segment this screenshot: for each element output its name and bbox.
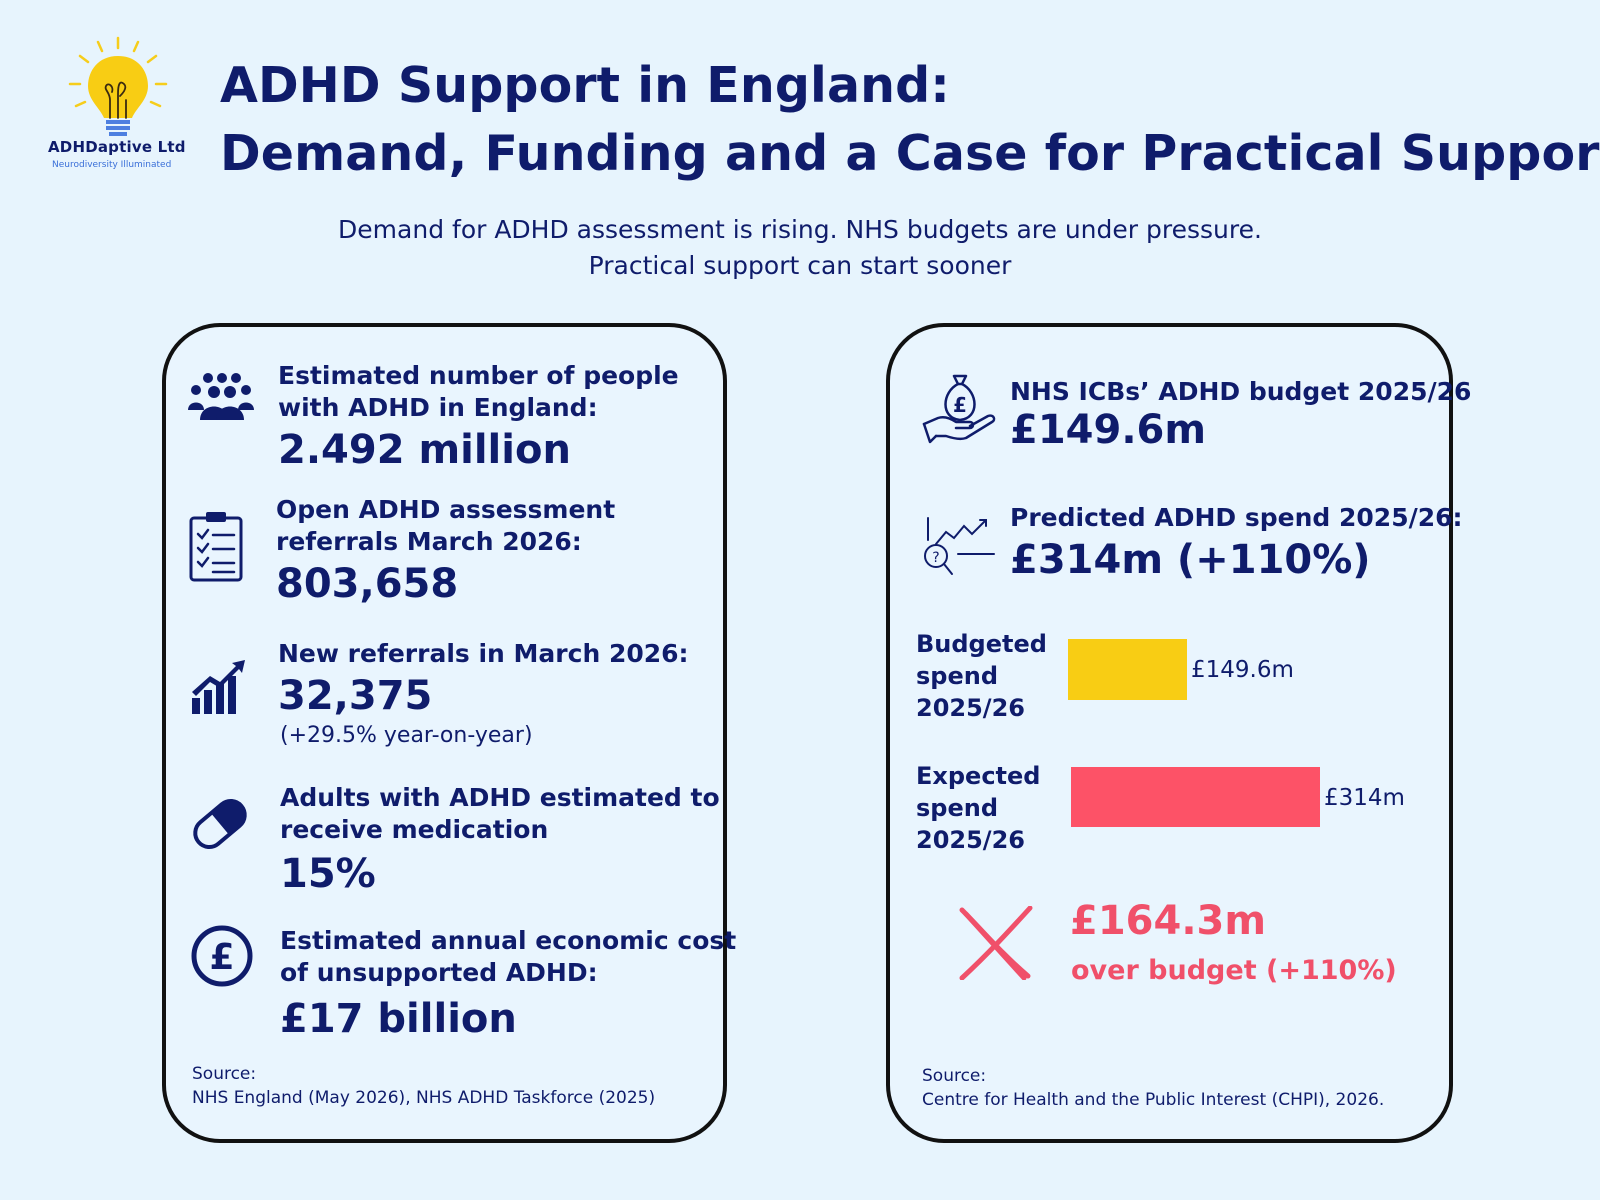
predicted-spend-value: £314m (+110%) [1010,537,1371,583]
clipboard-checklist-icon [189,512,243,582]
svg-text:?: ? [932,550,939,566]
stat-new-referrals-note: (+29.5% year-on-year) [280,723,533,748]
stat-medication-label: Adults with ADHD estimated to receive me… [280,782,720,846]
predicted-spend-label: Predicted ADHD spend 2025/26: [1010,503,1463,532]
funding-card [886,323,1453,1143]
stat-referrals-label-line2: referrals March 2026: [276,527,582,556]
bar-label-budgeted: Budgeted spend 2025/26 [916,628,1047,724]
page-subtitle: Demand for ADHD assessment is rising. NH… [0,212,1600,284]
right-source-text: Centre for Health and the Public Interes… [922,1090,1385,1110]
bar-label-budgeted-line1: Budgeted [916,630,1047,658]
demand-stats-card [162,323,727,1143]
stat-people-label: Estimated number of people with ADHD in … [278,360,679,424]
stat-medication-value: 15% [280,851,376,897]
brand-name: ADHDaptive Ltd [48,138,186,156]
stat-people-value: 2.492 million [278,427,571,473]
stat-referrals-label-line1: Open ADHD assessment [276,495,616,524]
bar-value-label-expected: £314m [1324,785,1405,811]
pound-coin-icon: £ [191,925,253,987]
overspend-text: over budget (+110%) [1071,955,1397,986]
bar-label-expected-line3: 2025/26 [916,826,1025,854]
bar-expected-spend [1071,767,1320,827]
stat-people-label-line1: Estimated number of people [278,361,679,390]
stat-economic-cost-value: £17 billion [280,996,517,1042]
right-source-heading: Source: [922,1066,987,1086]
stat-economic-cost-label-line2: of unsupported ADHD: [280,958,598,987]
icb-budget-value: £149.6m [1010,407,1207,453]
title-line-2: Demand, Funding and a Case for Practical… [220,125,1600,182]
stat-medication-label-line1: Adults with ADHD estimated to [280,783,720,812]
bar-label-budgeted-line2: spend [916,662,999,690]
stat-referrals-value: 803,658 [276,561,459,607]
bar-label-expected-line1: Expected [916,762,1041,790]
svg-text:£: £ [953,393,967,417]
growth-chart-icon [192,660,245,714]
icb-budget-label: NHS ICBs’ ADHD budget 2025/26 [1010,377,1472,406]
stat-economic-cost-label-line1: Estimated annual economic cost [280,926,737,955]
svg-text:£: £ [209,937,234,978]
subtitle-line-1: Demand for ADHD assessment is rising. NH… [338,215,1262,244]
stat-medication-label-line2: receive medication [280,815,549,844]
stat-new-referrals-label: New referrals in March 2026: [278,639,689,668]
stat-people-label-line2: with ADHD in England: [278,393,598,422]
subtitle-line-2: Practical support can start sooner [588,251,1012,280]
title-line-1: ADHD Support in England: [220,57,950,114]
stat-referrals-label: Open ADHD assessment referrals March 202… [276,494,615,558]
people-group-icon [188,373,254,420]
bar-label-expected: Expected spend 2025/26 [916,760,1041,856]
lightbulb-icon [68,36,168,136]
page-title: ADHD Support in England: Demand, Funding… [220,52,1600,188]
bar-value-label-budgeted: £149.6m [1191,657,1294,683]
cross-mark-icon [959,906,1033,980]
stat-new-referrals-value: 32,375 [278,673,433,719]
overspend-value: £164.3m [1070,898,1267,944]
bar-label-budgeted-line3: 2025/26 [916,694,1025,722]
trend-magnifier-icon: ? [924,517,995,575]
bar-label-expected-line2: spend [916,794,999,822]
money-bag-hand-icon: £ [922,374,996,444]
left-source-heading: Source: [192,1064,257,1084]
stat-economic-cost-label: Estimated annual economic cost of unsupp… [280,925,736,989]
brand-logo: ADHDaptive Ltd Neurodiversity Illuminate… [40,34,200,179]
pill-capsule-icon [193,799,247,849]
bar-budgeted-spend [1068,639,1187,700]
left-source-text: NHS England (May 2026), NHS ADHD Taskfor… [192,1088,656,1108]
brand-tagline: Neurodiversity Illuminated [52,160,172,170]
